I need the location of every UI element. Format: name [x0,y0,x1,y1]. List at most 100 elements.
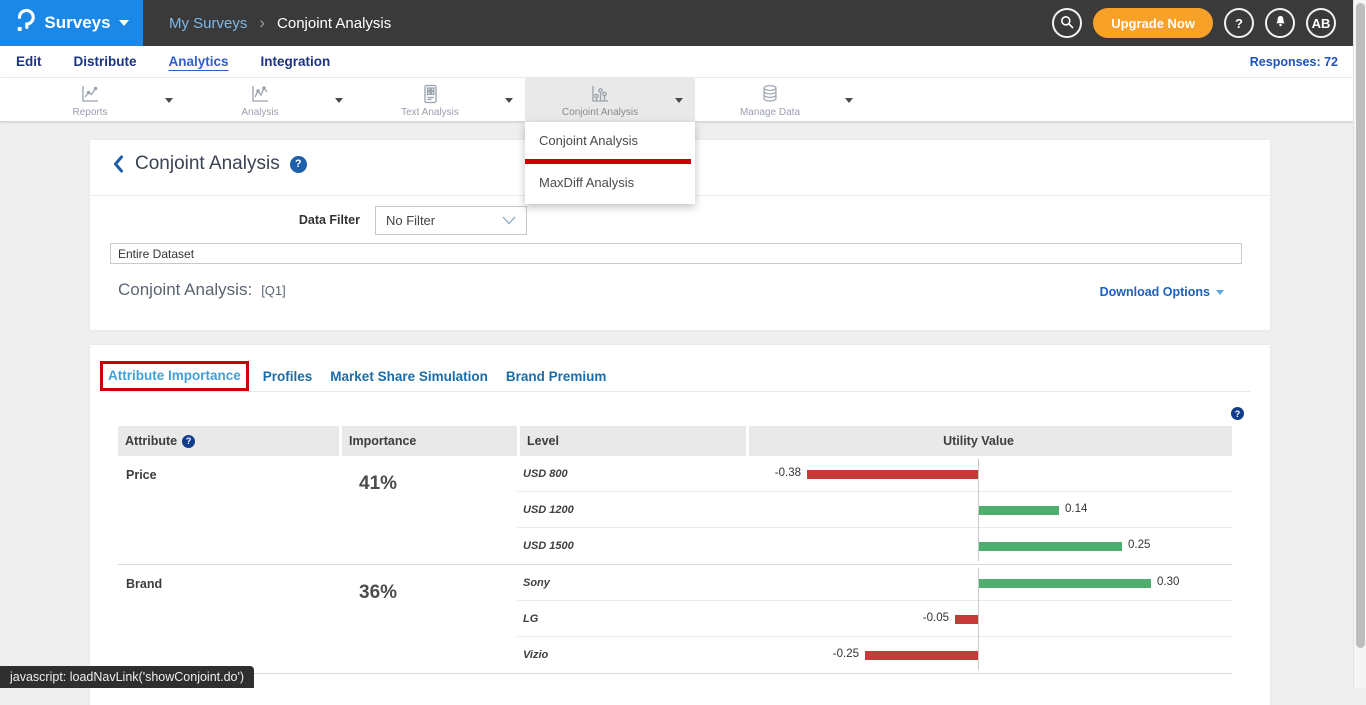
table-help-icon[interactable]: ? [1231,407,1244,420]
toolbar-item-conjoint-analysis[interactable]: Conjoint Analysis [525,78,695,122]
level-label: LG [517,613,746,625]
results-tabs: Attribute Importance Profiles Market Sha… [100,361,624,391]
brand-label: Surveys [44,13,110,33]
level-label: USD 1500 [517,540,746,552]
toolbar-item-manage-data[interactable]: Manage Data [695,78,865,122]
notifications-button[interactable] [1265,8,1295,38]
help-button[interactable]: ? [1224,8,1254,38]
vertical-scrollbar[interactable] [1353,0,1366,688]
responses-count: Responses: 72 [1250,55,1350,69]
nav-item-integration[interactable]: Integration [261,54,331,69]
topbar: Surveys My Surveys › Conjoint Analysis U… [0,0,1366,46]
section-heading: Conjoint Analysis: [Q1] [118,280,286,300]
text-document-icon [419,83,441,105]
manage-data-caret-icon [845,98,853,103]
utility-bar [865,651,978,660]
brand-caret-icon [119,20,129,26]
toolbar-item-text-analysis[interactable]: Text Analysis [355,78,525,122]
utility-value-label: 0.25 [1128,539,1150,551]
trend-chart-icon [249,83,271,105]
utility-value-label: -0.25 [833,648,859,660]
attribute-group-row: Price41%USD 800 -0.38 USD 1200 0.14 USD 1500… [118,456,1232,565]
attribute-group-row: Brand36%Sony0.30LG-0.05Vizio-0.25 [118,565,1232,674]
tab-market-share-simulation[interactable]: Market Share Simulation [330,369,488,384]
utility-value-label: 0.14 [1065,503,1087,515]
utility-bar-area: 0.25 [746,528,1232,564]
reports-caret-icon [165,98,173,103]
nav-item-distribute[interactable]: Distribute [74,54,137,69]
select-chevron-icon [502,216,516,225]
page-help-icon[interactable]: ? [290,156,307,173]
search-button[interactable] [1052,8,1082,38]
utility-bar-area: 0.14 [746,492,1232,527]
conjoint-dropdown-menu: Conjoint Analysis MaxDiff Analysis [525,122,695,204]
level-row: Vizio -0.25 [517,637,1232,673]
col-header-utility-value: Utility Value [749,426,1232,456]
page-title: Conjoint Analysis [135,153,280,175]
importance-value: 36% [339,565,517,673]
attribute-name: Price [118,456,339,564]
attribute-table-body: Price41%USD 800 -0.38 USD 1200 0.14 USD 1500… [118,456,1232,674]
utility-value-label: -0.05 [923,612,949,624]
scatter-chart-icon [589,83,611,105]
download-caret-icon [1216,290,1224,295]
tab-profiles[interactable]: Profiles [263,369,313,384]
app-screen: Surveys My Surveys › Conjoint Analysis U… [0,0,1366,688]
breadcrumb-my-surveys[interactable]: My Surveys [169,15,247,32]
line-chart-icon [79,83,101,105]
col-header-attribute: Attribute ? [118,426,339,456]
menu-item-maxdiff-analysis[interactable]: MaxDiff Analysis [525,164,695,200]
attribute-help-icon[interactable]: ? [182,435,195,448]
survey-nav: Edit Distribute Analytics Integration Re… [0,46,1366,78]
question-reference: [Q1] [261,283,286,298]
database-icon [759,83,781,105]
utility-value-label: -0.38 [775,467,801,479]
level-row: USD 1500 0.25 [517,528,1232,564]
levels-chart: USD 800 -0.38 USD 1200 0.14 USD 1500 0.25 [517,456,1232,564]
breadcrumb-separator-icon: › [259,13,265,33]
bell-icon [1273,14,1288,32]
brand-menu[interactable]: Surveys [0,0,143,46]
utility-value-label: 0.30 [1157,576,1179,588]
toolbar-item-reports[interactable]: Reports [15,78,185,122]
data-filter-label: Data Filter [270,213,360,227]
topbar-actions: Upgrade Now ? AB [1052,8,1366,38]
col-header-level: Level [520,426,746,456]
level-label: USD 1200 [517,504,746,516]
tab-brand-premium[interactable]: Brand Premium [506,369,607,384]
status-link-tooltip: javascript: loadNavLink('showConjoint.do… [0,666,254,688]
utility-bar [979,542,1122,551]
attribute-name: Brand [118,565,339,673]
upgrade-now-button[interactable]: Upgrade Now [1093,8,1213,38]
utility-bar [807,470,978,479]
attribute-importance-table: Attribute ? Importance Level Utility Val… [118,426,1232,674]
levels-chart: Sony0.30LG-0.05Vizio-0.25 [517,565,1232,673]
dataset-field[interactable] [110,243,1242,264]
analytics-toolbar: Reports Analysis Text Analysis [0,78,1366,122]
utility-bar-area: -0.05 [746,601,1232,636]
divider [110,391,1250,392]
toolbar-item-analysis[interactable]: Analysis [185,78,355,122]
level-label: USD 800 [517,468,746,480]
utility-bar-area: 0.30 [746,565,1232,600]
menu-item-conjoint-analysis[interactable]: Conjoint Analysis [525,122,695,158]
avatar[interactable]: AB [1306,8,1336,38]
breadcrumb-current: Conjoint Analysis [277,15,391,32]
nav-item-analytics[interactable]: Analytics [169,54,229,69]
breadcrumb: My Surveys › Conjoint Analysis [169,13,391,33]
analysis-caret-icon [335,98,343,103]
text-analysis-caret-icon [505,98,513,103]
download-options-button[interactable]: Download Options [1100,285,1224,299]
utility-bar-area: -0.38 [746,456,1232,491]
back-button[interactable] [112,155,125,173]
importance-value: 41% [339,456,517,564]
utility-bar [979,506,1059,515]
scrollbar-thumb[interactable] [1356,3,1365,648]
tab-attribute-importance[interactable]: Attribute Importance [108,368,241,383]
data-filter-select[interactable]: No Filter [375,206,527,235]
level-row: LG -0.05 [517,601,1232,637]
level-label: Vizio [517,649,746,661]
nav-item-edit[interactable]: Edit [16,54,42,69]
conjoint-caret-icon [675,98,683,103]
red-box-annotation: Attribute Importance [100,361,249,391]
